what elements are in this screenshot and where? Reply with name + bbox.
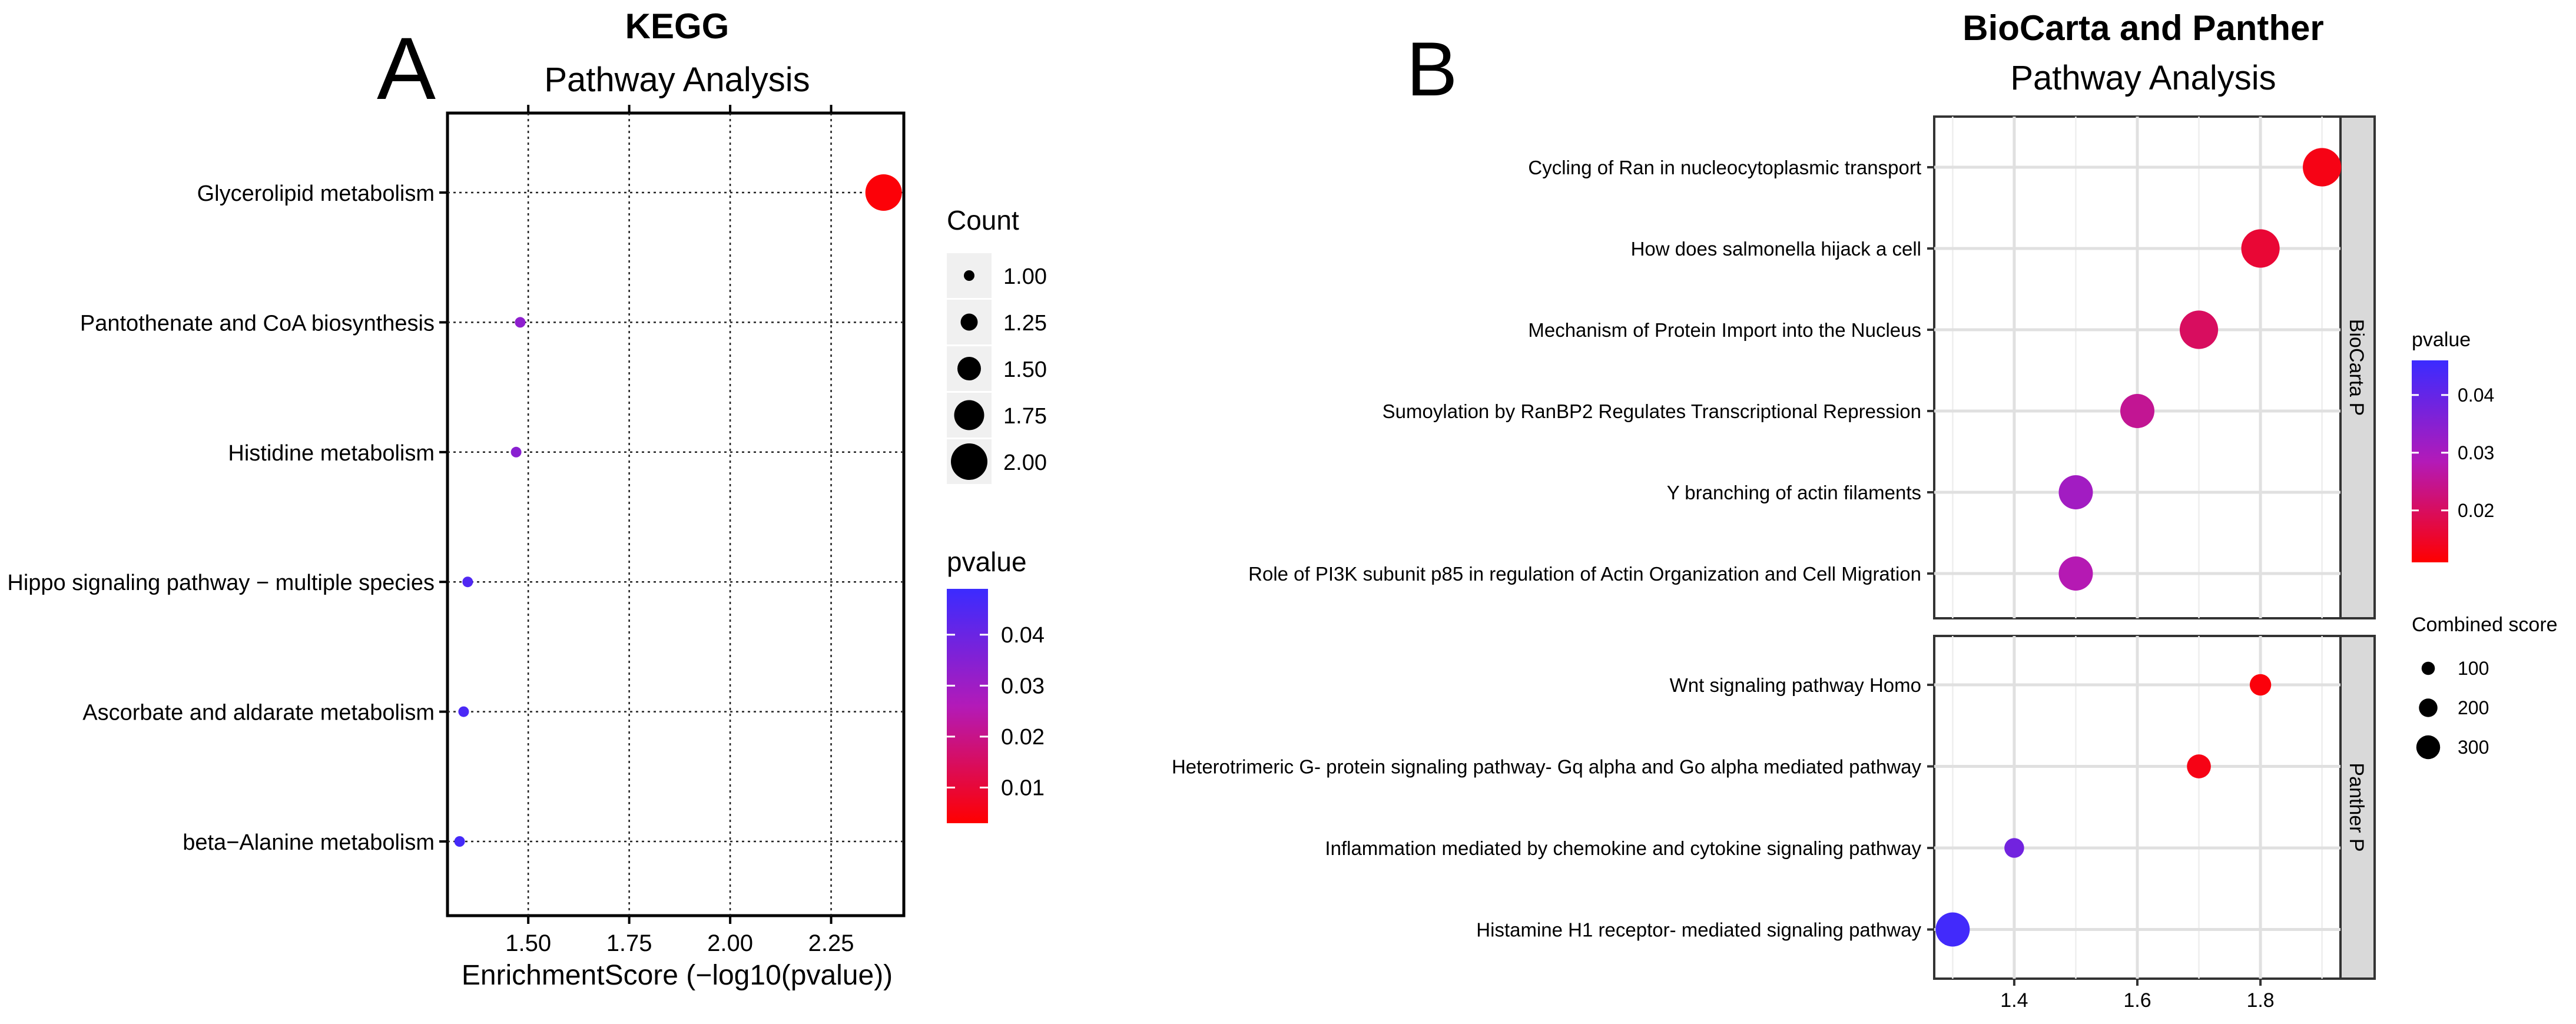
b-category-label: Heterotrimeric G- protein signaling path… (1172, 756, 1922, 778)
a-x-tick-label: 1.50 (505, 930, 551, 956)
b-x-tick-label: 1.6 (2123, 989, 2151, 1012)
count-legend-label: 1.25 (1003, 311, 1047, 336)
pvalue-colorbar (947, 589, 988, 823)
count-legend-label: 1.50 (1003, 357, 1047, 382)
a-category-label: beta−Alanine metabolism (183, 830, 435, 855)
pvalue-tick-label: 0.01 (1001, 776, 1045, 800)
panel-b-grid (1927, 117, 2340, 986)
b-category-label: Mechanism of Protein Import into the Nuc… (1528, 319, 1921, 341)
b-data-point (2120, 394, 2154, 428)
a-category-label: Ascorbate and aldarate metabolism (82, 701, 435, 725)
a-data-point (865, 174, 902, 211)
pvalue-tick-label-b: 0.03 (2458, 442, 2494, 463)
a-x-tick-label: 2.00 (707, 930, 753, 956)
a-data-point (462, 576, 473, 588)
b-category-label: How does salmonella hijack a cell (1631, 238, 1921, 260)
pvalue-colorbar-b (2412, 360, 2448, 562)
panel-b-points (1935, 148, 2342, 947)
combined-score-legend-label: 200 (2458, 697, 2489, 718)
panel-a-grid (439, 105, 904, 924)
b-data-point (2058, 475, 2093, 509)
count-legend-label: 2.00 (1003, 450, 1047, 475)
panel-b-x-tick-labels: 1.4 1.6 1.8 (2000, 989, 2274, 1012)
pvalue-legend-title: pvalue (947, 546, 1027, 577)
b-x-tick-label: 1.8 (2246, 989, 2274, 1012)
count-legend-dot (964, 270, 974, 281)
a-x-tick-label: 1.75 (606, 930, 652, 956)
pvalue-tick-label: 0.03 (1001, 674, 1045, 698)
panel-b-pvalue-legend: pvalue 0.04 0.03 0.02 (2412, 329, 2494, 562)
count-legend-title: Count (947, 205, 1019, 236)
count-legend-dot (960, 313, 978, 331)
panel-a-pvalue-legend: pvalue 0.04 0.03 0.02 0.01 (947, 546, 1045, 823)
panel-b-subtitle: Pathway Analysis (2010, 59, 2276, 97)
panel-a-plot-frame (446, 111, 906, 917)
combined-score-legend-label: 300 (2458, 737, 2489, 758)
a-x-tick-label: 2.25 (808, 930, 854, 956)
a-data-point (454, 836, 465, 847)
facet-strip-panther (2339, 635, 2376, 980)
panel-a-title: KEGG (625, 6, 730, 46)
b-category-label: Cycling of Ran in nucleocytoplasmic tran… (1528, 157, 1921, 178)
panel-a-subtitle: Pathway Analysis (544, 61, 810, 99)
pvalue-legend-title-b: pvalue (2412, 329, 2471, 351)
combined-score-legend-dot (2421, 661, 2435, 675)
b-data-point (2303, 148, 2342, 187)
b-category-label: Wnt signaling pathway Homo (1670, 674, 1921, 696)
panel-a: A KEGG Pathway Analysis Glycerolipid met… (7, 6, 1047, 991)
count-legend-label: 1.75 (1003, 404, 1047, 429)
facet-strip-biocarta-label: BioCarta P (2345, 319, 2368, 416)
b-category-label: Sumoylation by RanBP2 Regulates Transcri… (1383, 400, 1921, 422)
b-category-label: Y branching of actin filaments (1667, 482, 1921, 503)
b-data-point (1935, 912, 1970, 947)
facet-strip-panther-label: Panther P (2345, 763, 2368, 851)
a-category-label: Histidine metabolism (228, 441, 435, 466)
combined-score-legend-label: 100 (2458, 658, 2489, 679)
count-legend-label: 1.00 (1003, 264, 1047, 289)
panel-a-category-labels: Glycerolipid metabolism Pantothenate and … (7, 181, 435, 855)
b-category-label: Inflammation mediated by chemokine and c… (1325, 837, 1921, 859)
panel-a-count-legend: Count 1.00 1.25 1.50 1.75 2.00 (947, 205, 1047, 484)
a-data-point (458, 706, 469, 717)
pvalue-tick-label-b: 0.02 (2458, 500, 2494, 521)
panel-a-points (454, 174, 902, 847)
a-category-label: Hippo signaling pathway − multiple speci… (7, 571, 435, 595)
panel-b-title: BioCarta and Panther (1962, 8, 2323, 48)
b-data-point (2004, 838, 2024, 858)
a-data-point (510, 446, 522, 458)
panel-a-label: A (377, 19, 436, 118)
count-legend-dot (951, 443, 987, 480)
b-data-point (2058, 556, 2093, 591)
combined-score-legend-dot (2416, 735, 2441, 760)
b-category-label: Role of PI3K subunit p85 in regulation o… (1248, 563, 1921, 585)
count-legend-dot (954, 400, 984, 430)
panel-b-category-labels: Cycling of Ran in nucleocytoplasmic tran… (1172, 157, 1922, 941)
panel-a-x-axis-label: EnrichmentScore (−log10(pvalue)) (462, 960, 893, 991)
facet-strip-biocarta (2339, 115, 2376, 619)
b-data-point (2249, 674, 2272, 696)
b-category-label: Histamine H1 receptor- mediated signalin… (1476, 919, 1921, 941)
count-legend-dot (957, 357, 981, 380)
combined-score-legend-dot (2419, 698, 2438, 717)
panel-b-label: B (1407, 26, 1458, 112)
panel-a-x-tick-labels: 1.50 1.75 2.00 2.25 (505, 930, 854, 956)
b-x-tick-label: 1.4 (2000, 989, 2028, 1012)
combined-score-legend-title: Combined score (2412, 614, 2558, 636)
a-data-point (515, 317, 526, 328)
a-category-label: Glycerolipid metabolism (197, 181, 435, 206)
a-category-label: Pantothenate and CoA biosynthesis (80, 311, 435, 336)
pvalue-tick-label: 0.04 (1001, 623, 1045, 648)
panel-b: B BioCarta and Panther Pathway Analysis … (1172, 8, 2558, 1012)
panel-b-combined-score-legend: Combined score 100 200 300 (2412, 614, 2558, 760)
b-data-point (2179, 310, 2219, 349)
pvalue-tick-label-b: 0.04 (2458, 385, 2494, 406)
b-data-point (2241, 229, 2280, 268)
b-data-point (2187, 754, 2211, 778)
pvalue-tick-label: 0.02 (1001, 725, 1045, 750)
